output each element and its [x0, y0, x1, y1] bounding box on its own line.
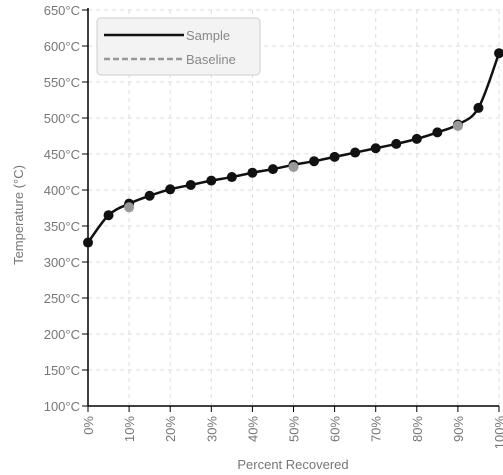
data-point-sample [329, 151, 340, 162]
data-point-sample [185, 179, 196, 190]
x-tick-label: 0% [81, 416, 96, 435]
x-tick-label: 80% [410, 416, 425, 442]
x-tick-label: 50% [287, 416, 302, 442]
y-tick-label: 450°C [44, 147, 80, 162]
data-point-sample [226, 172, 237, 183]
data-point-sample [206, 175, 217, 186]
x-tick-label: 10% [122, 416, 137, 442]
x-tick-label: 60% [328, 416, 343, 442]
data-point-sample [83, 237, 93, 248]
x-tick-label: 100% [492, 416, 503, 450]
data-point-sample [309, 156, 320, 167]
data-point-sample [391, 138, 402, 149]
data-point-sample [103, 210, 114, 221]
y-tick-label: 100°C [44, 399, 80, 414]
y-tick-labels: 100°C 150°C 200°C 250°C 300°C 350°C 400°C 450°C… [44, 3, 80, 414]
x-axis-title: Percent Recovered [237, 457, 348, 472]
legend-label-sample: Sample [186, 28, 230, 43]
data-point-baseline [452, 120, 463, 131]
y-axis-title: Temperature (°C) [11, 165, 26, 265]
x-tick-label: 90% [451, 416, 466, 442]
data-point-sample [350, 147, 361, 158]
y-tick-label: 350°C [44, 219, 80, 234]
y-tick-label: 200°C [44, 327, 80, 342]
y-tick-label: 650°C [44, 3, 80, 18]
y-tick-label: 600°C [44, 39, 80, 54]
series-points [83, 48, 503, 248]
y-tick-label: 150°C [44, 363, 80, 378]
y-tick-label: 250°C [44, 291, 80, 306]
y-tick-label: 550°C [44, 75, 80, 90]
y-tick-label: 500°C [44, 111, 80, 126]
data-point-sample [247, 167, 258, 178]
axes [82, 8, 500, 412]
data-point-sample [473, 102, 484, 113]
data-point-baseline [288, 161, 299, 172]
data-point-sample [165, 184, 176, 195]
y-tick-label: 300°C [44, 255, 80, 270]
x-tick-labels: 0% 10% 20% 30% 40% 50% 60% 70% 80% 90% 100% [81, 416, 503, 450]
x-tick-label: 30% [204, 416, 219, 442]
grid [88, 9, 500, 406]
data-point-sample [144, 190, 155, 201]
data-point-sample [267, 164, 278, 175]
x-tick-label: 40% [245, 416, 260, 442]
legend: Sample Baseline [96, 17, 261, 76]
data-point-sample [370, 143, 381, 154]
x-tick-label: 70% [369, 416, 384, 442]
data-point-sample [411, 133, 422, 144]
y-tick-label: 400°C [44, 183, 80, 198]
legend-box [96, 17, 261, 76]
x-tick-label: 20% [163, 416, 178, 442]
data-point-baseline [124, 202, 135, 213]
legend-label-baseline: Baseline [186, 52, 236, 67]
data-point-sample [494, 48, 503, 59]
data-point-sample [432, 127, 443, 138]
